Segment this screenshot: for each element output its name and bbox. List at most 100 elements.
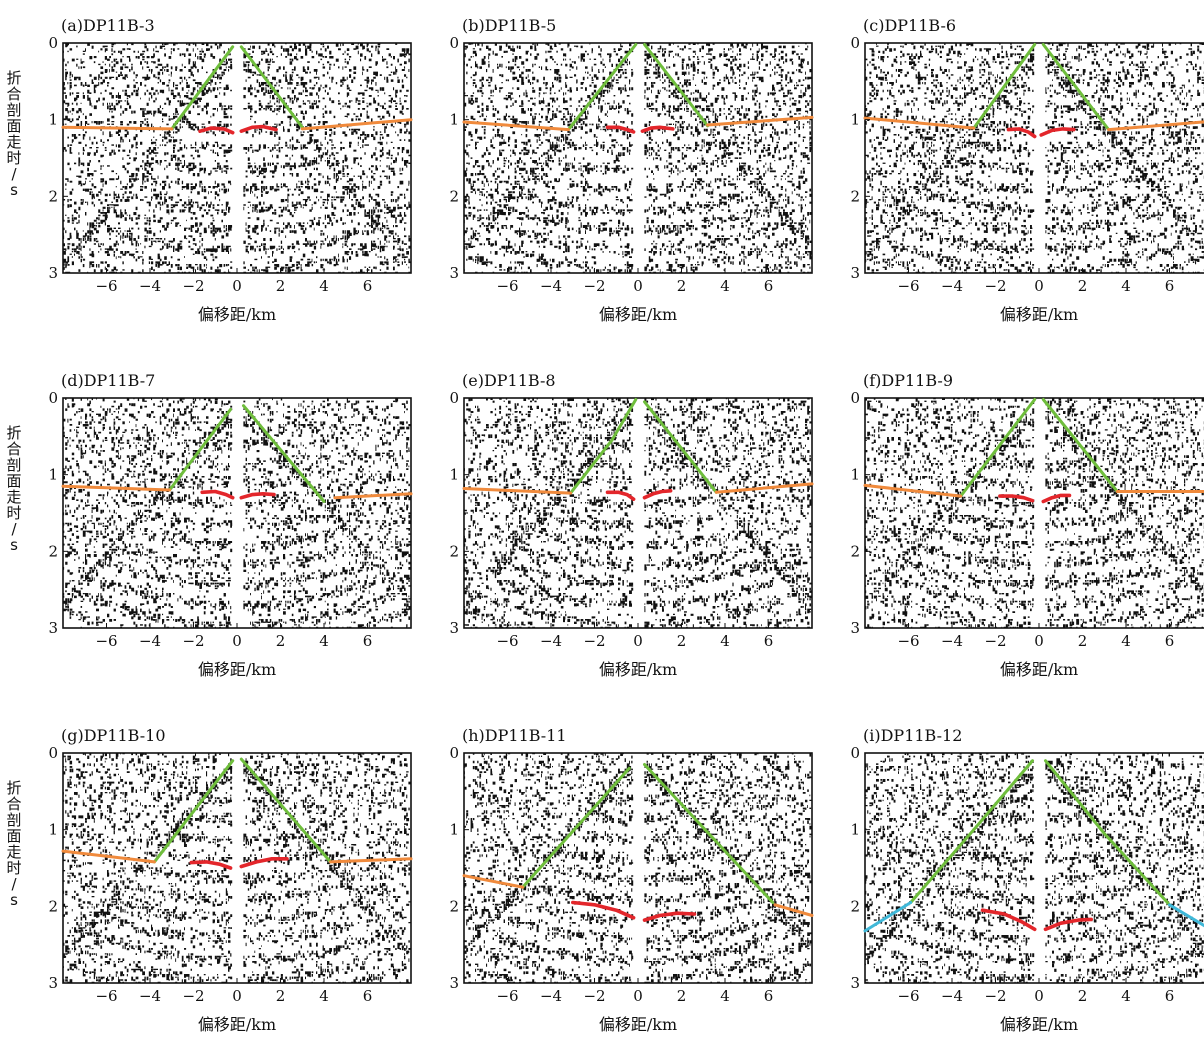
- x-tick-label: 2: [677, 277, 687, 295]
- series-direct-wave-1: [242, 404, 326, 503]
- seismic-traces: [464, 43, 812, 273]
- y-tick-label: 3: [449, 264, 459, 282]
- x-axis-title: 偏移距/km: [1000, 660, 1078, 679]
- x-tick-label: 2: [276, 987, 286, 1005]
- series-reflection-5: [640, 125, 675, 133]
- x-tick-label: 0: [1034, 987, 1044, 1005]
- y-axis-title-row1: 折合剖面走时 / s: [6, 69, 22, 199]
- series-reflection-5: [239, 856, 289, 869]
- series-direct-wave-0: [972, 43, 1037, 130]
- x-tick-label: 2: [276, 277, 286, 295]
- x-tick-label: 4: [720, 632, 730, 650]
- x-tick-label: −2: [583, 632, 605, 650]
- x-tick-label: 6: [764, 987, 774, 1005]
- y-tick-label: 3: [850, 619, 860, 637]
- trace-texture: [865, 398, 1204, 628]
- x-tick-label: 2: [1078, 987, 1088, 1005]
- x-tick-label: 6: [1165, 632, 1175, 650]
- x-tick-label: −2: [984, 632, 1006, 650]
- series-direct-wave-1: [643, 763, 775, 904]
- y-tick-label: 3: [48, 974, 58, 992]
- x-tick-label: −6: [95, 277, 117, 295]
- seismic-traces: [63, 43, 411, 273]
- x-tick-label: −2: [583, 277, 605, 295]
- y-tick-label: 0: [449, 744, 459, 762]
- x-tick-label: 0: [1034, 277, 1044, 295]
- y-tick-label: 1: [449, 466, 459, 484]
- x-tick-label: 6: [764, 277, 774, 295]
- series-reflection-5: [1041, 493, 1072, 504]
- x-tick-label: −4: [941, 632, 963, 650]
- series-direct-wave-0: [521, 766, 631, 889]
- shot-gap: [1034, 43, 1044, 273]
- x-tick-label: −2: [583, 987, 605, 1005]
- x-tick-label: 4: [720, 987, 730, 1005]
- series-reflection-5: [642, 488, 673, 500]
- x-tick-label: 6: [764, 632, 774, 650]
- y-tick-label: 0: [850, 34, 860, 52]
- series-direct-wave-1: [1044, 759, 1171, 907]
- panel-a: 0 1 2 3 −6 −4 −2 0 2 4 6 (a)DP11B-3 偏移距/km: [48, 16, 413, 324]
- seismic-traces: [63, 753, 411, 983]
- series-refraction-3: [333, 492, 413, 500]
- y-tick-label: 3: [48, 619, 58, 637]
- series-reflection-5: [1043, 917, 1093, 932]
- series-refraction-3: [1107, 120, 1204, 132]
- x-tick-label: 4: [720, 277, 730, 295]
- series-reflection-4: [605, 125, 636, 134]
- x-tick-label: −2: [984, 277, 1006, 295]
- y-tick-label: 1: [449, 821, 459, 839]
- series-refraction-3: [706, 115, 814, 127]
- series-reflection-4: [200, 489, 235, 500]
- y-tick-label: 2: [850, 542, 860, 560]
- x-tick-label: −2: [182, 277, 204, 295]
- panel-title: (e)DP11B-8: [462, 371, 556, 390]
- series-refraction-2: [61, 125, 174, 131]
- x-axis-title: 偏移距/km: [599, 305, 677, 324]
- seismic-traces: [865, 753, 1204, 983]
- y-tick-label: 0: [48, 34, 58, 52]
- panel-d: 0 1 2 3 −6 −4 −2 0 2 4 6 (d)DP11B-7 偏移距/km: [48, 371, 413, 679]
- trace-texture: [464, 398, 812, 628]
- y-tick-label: 1: [48, 111, 58, 129]
- series-refraction-2: [863, 483, 963, 498]
- series-direct-wave-1: [239, 45, 304, 129]
- series-direct-wave-1: [1041, 398, 1119, 493]
- y-tick-label: 2: [48, 897, 58, 915]
- seismic-traces: [464, 753, 812, 983]
- trace-texture: [464, 43, 812, 273]
- x-tick-label: −6: [897, 277, 919, 295]
- series-reflection-4: [189, 860, 233, 870]
- x-tick-label: −6: [496, 987, 518, 1005]
- shot-gap: [232, 398, 242, 628]
- x-tick-label: −2: [984, 987, 1006, 1005]
- series-refraction-3: [773, 903, 814, 917]
- series-reflection-4: [570, 900, 636, 920]
- x-tick-label: 6: [1165, 277, 1175, 295]
- y-tick-label: 2: [48, 542, 58, 560]
- x-tick-label: 2: [1078, 277, 1088, 295]
- y-tick-label: 2: [850, 897, 860, 915]
- series-direct-wave-0: [909, 759, 1034, 904]
- series-refraction-2: [462, 120, 570, 132]
- y-tick-label: 1: [48, 821, 58, 839]
- panel-title: (i)DP11B-12: [863, 726, 962, 745]
- y-tick-label: 3: [449, 974, 459, 992]
- y-tick-label: 1: [850, 466, 860, 484]
- x-tick-label: −4: [540, 277, 562, 295]
- x-axis-title: 偏移距/km: [1000, 305, 1078, 324]
- series-refraction-2: [863, 116, 976, 130]
- y-tick-label: 1: [850, 821, 860, 839]
- series-reflection-4: [605, 490, 636, 502]
- x-tick-label: −2: [182, 987, 204, 1005]
- y-tick-label: 3: [48, 264, 58, 282]
- x-tick-label: 0: [232, 277, 242, 295]
- x-tick-label: −4: [941, 277, 963, 295]
- x-tick-label: 4: [319, 277, 329, 295]
- series-reflection-5: [1039, 127, 1076, 137]
- series-refraction-2: [61, 484, 172, 492]
- seismic-traces: [865, 398, 1204, 628]
- shot-gap: [1034, 398, 1044, 628]
- seismic-traces: [63, 398, 411, 628]
- y-tick-label: 2: [48, 187, 58, 205]
